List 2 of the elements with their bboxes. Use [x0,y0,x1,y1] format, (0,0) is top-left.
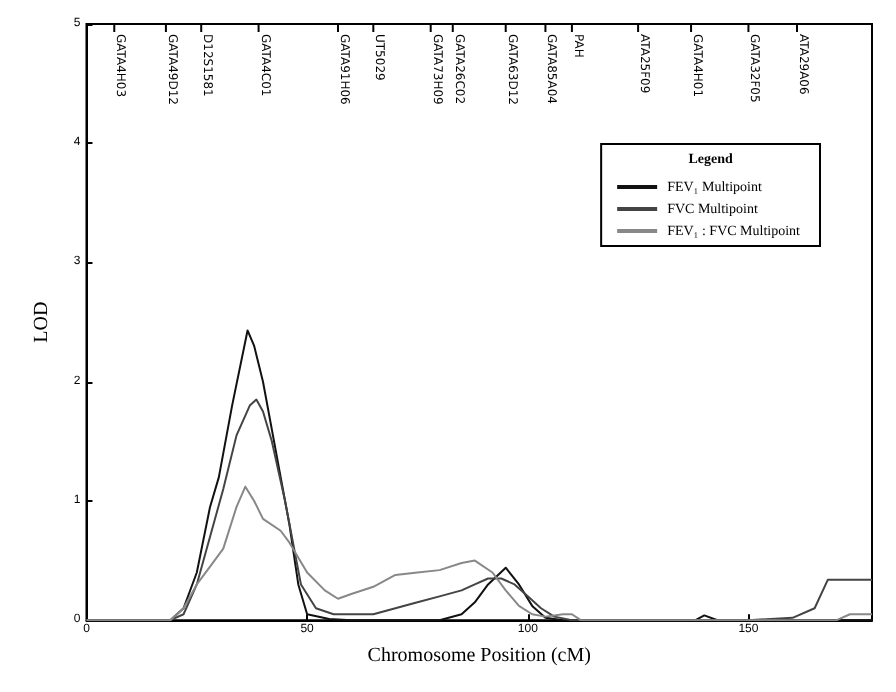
x-axis-title: Chromosome Position (cM) [367,645,591,667]
y-axis-title: LOD [31,301,53,343]
